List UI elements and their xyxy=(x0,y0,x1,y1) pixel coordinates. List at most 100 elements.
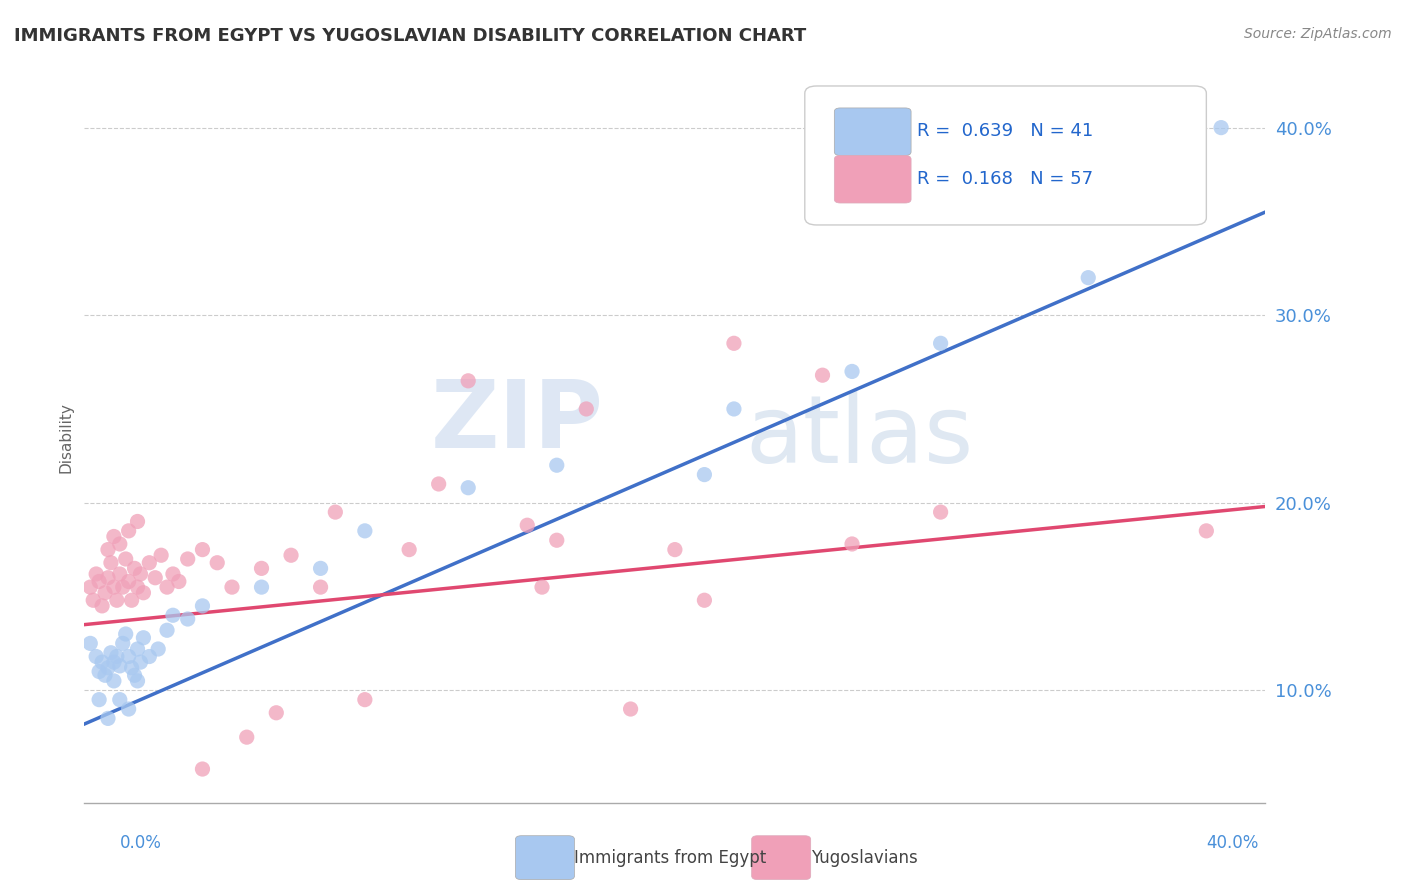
Point xyxy=(546,533,568,548)
Point xyxy=(94,668,117,682)
Point xyxy=(309,561,332,575)
Point xyxy=(280,548,302,562)
Point xyxy=(103,580,125,594)
Point xyxy=(516,518,538,533)
Point xyxy=(575,401,598,416)
Point xyxy=(150,548,173,562)
Point xyxy=(87,574,111,589)
Point xyxy=(167,574,190,589)
Point xyxy=(693,593,716,607)
Point xyxy=(103,655,125,669)
Point xyxy=(97,711,120,725)
Point xyxy=(531,580,554,594)
Point xyxy=(250,561,273,575)
Point xyxy=(97,571,120,585)
Point xyxy=(148,642,170,657)
Point xyxy=(156,580,179,594)
Point xyxy=(143,571,166,585)
Point xyxy=(723,336,745,351)
Point xyxy=(129,655,152,669)
Point xyxy=(156,624,179,638)
Point xyxy=(105,649,128,664)
Point xyxy=(620,702,643,716)
Point xyxy=(1077,270,1099,285)
Point xyxy=(100,646,122,660)
Point xyxy=(250,580,273,594)
Point xyxy=(82,593,104,607)
Point xyxy=(129,566,152,581)
Text: 0.0%: 0.0% xyxy=(120,834,162,852)
Point xyxy=(132,586,155,600)
Point xyxy=(118,702,141,716)
Point xyxy=(127,642,149,657)
Point xyxy=(457,374,479,388)
Point xyxy=(427,477,450,491)
Point xyxy=(177,612,200,626)
Point xyxy=(91,655,114,669)
Point xyxy=(841,537,863,551)
Point xyxy=(191,599,214,613)
Text: Immigrants from Egypt: Immigrants from Egypt xyxy=(575,848,766,867)
Point xyxy=(118,524,141,538)
Point xyxy=(105,593,128,607)
Point xyxy=(325,505,347,519)
Point xyxy=(97,661,120,675)
Point xyxy=(118,574,141,589)
Text: R =  0.639   N = 41: R = 0.639 N = 41 xyxy=(917,122,1094,140)
Point xyxy=(1195,524,1218,538)
Point xyxy=(138,556,160,570)
Point xyxy=(121,593,143,607)
Point xyxy=(97,542,120,557)
Text: atlas: atlas xyxy=(745,391,974,483)
Point xyxy=(191,542,214,557)
Point xyxy=(354,524,377,538)
Point xyxy=(108,566,131,581)
Point xyxy=(114,627,136,641)
Point xyxy=(723,401,745,416)
Point xyxy=(114,552,136,566)
Point xyxy=(841,364,863,378)
Point xyxy=(79,636,101,650)
Point xyxy=(929,505,952,519)
Text: IMMIGRANTS FROM EGYPT VS YUGOSLAVIAN DISABILITY CORRELATION CHART: IMMIGRANTS FROM EGYPT VS YUGOSLAVIAN DIS… xyxy=(14,27,806,45)
Point xyxy=(111,580,134,594)
FancyBboxPatch shape xyxy=(752,836,811,880)
Text: 40.0%: 40.0% xyxy=(1206,834,1258,852)
Point xyxy=(398,542,420,557)
Point xyxy=(693,467,716,482)
Point xyxy=(162,608,184,623)
Point xyxy=(221,580,243,594)
Point xyxy=(138,649,160,664)
Text: ZIP: ZIP xyxy=(432,376,605,468)
Point xyxy=(118,649,141,664)
Point xyxy=(124,561,146,575)
Point xyxy=(94,586,117,600)
Point xyxy=(91,599,114,613)
Y-axis label: Disability: Disability xyxy=(58,401,73,473)
Point xyxy=(207,556,229,570)
Point xyxy=(266,706,288,720)
Point xyxy=(354,692,377,706)
Point xyxy=(84,649,107,664)
FancyBboxPatch shape xyxy=(834,108,911,155)
FancyBboxPatch shape xyxy=(804,86,1206,225)
Point xyxy=(546,458,568,473)
Point xyxy=(87,665,111,679)
Point xyxy=(127,673,149,688)
Text: Source: ZipAtlas.com: Source: ZipAtlas.com xyxy=(1244,27,1392,41)
Point xyxy=(929,336,952,351)
Point xyxy=(177,552,200,566)
Point xyxy=(124,668,146,682)
Point xyxy=(79,580,101,594)
Point xyxy=(811,368,834,383)
Text: Yugoslavians: Yugoslavians xyxy=(811,848,918,867)
Text: R =  0.168   N = 57: R = 0.168 N = 57 xyxy=(917,169,1092,188)
Point xyxy=(87,692,111,706)
Point xyxy=(127,580,149,594)
Point xyxy=(457,481,479,495)
Point xyxy=(664,542,686,557)
Point xyxy=(84,566,107,581)
FancyBboxPatch shape xyxy=(516,836,575,880)
Point xyxy=(121,661,143,675)
Point xyxy=(108,659,131,673)
